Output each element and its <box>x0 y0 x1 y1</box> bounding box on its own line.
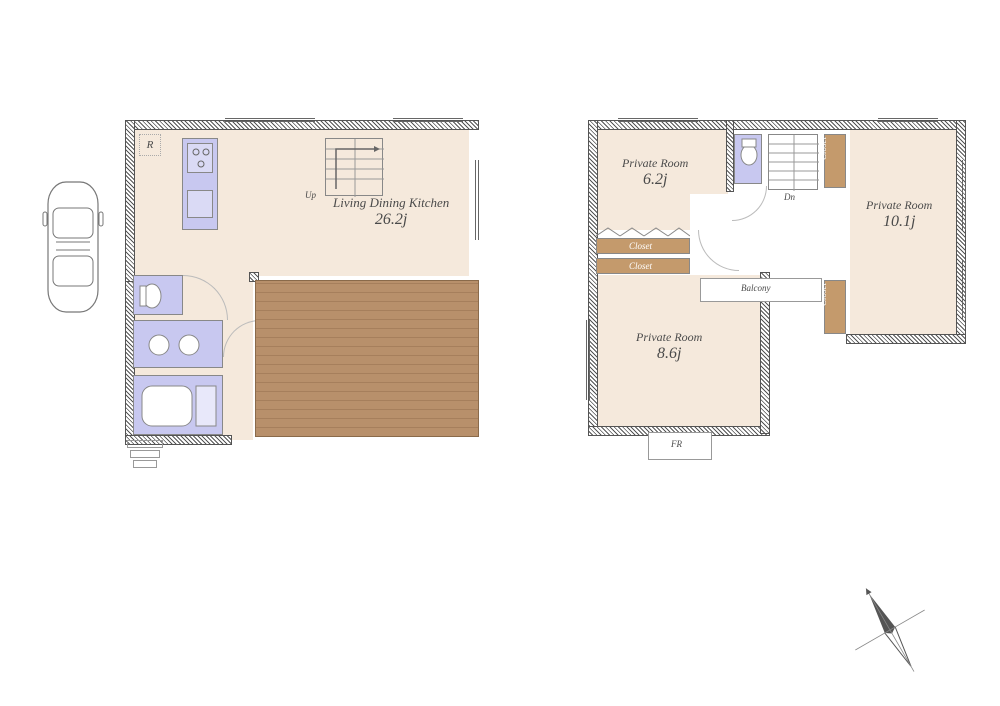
balcony: Balcony <box>700 278 822 302</box>
stairs-up <box>325 138 383 196</box>
ldk-area: 26.2j <box>333 211 449 229</box>
ldk-name: Living Dining Kitchen <box>333 195 449 210</box>
closet-3: Closet <box>824 134 846 188</box>
private-room-3 <box>850 128 958 338</box>
wood-deck <box>255 280 479 437</box>
room3-label: Private Room 10.1j <box>866 198 932 231</box>
ldk-label: Living Dining Kitchen 26.2j <box>333 195 449 229</box>
compass-icon <box>830 570 950 695</box>
closet-2: Closet <box>596 258 690 274</box>
r-badge: R <box>139 134 161 156</box>
stove-icon <box>187 143 213 173</box>
dn-label: Dn <box>784 192 795 202</box>
floor-1: R Up Living Dining Kitchen 26.2j <box>125 120 485 470</box>
up-label: Up <box>305 190 316 200</box>
stairs-down <box>768 134 818 190</box>
floor-2: Closet Closet Closet Closet Dn Private R… <box>588 120 968 460</box>
toilet-2f <box>734 134 762 184</box>
room2-label: Private Room 8.6j <box>636 330 702 363</box>
entry-steps <box>127 440 163 466</box>
sink-icon <box>187 190 213 218</box>
toilet-room <box>133 275 183 315</box>
closet-doors <box>596 226 690 238</box>
bath-room <box>133 375 223 435</box>
closet-1: Closet <box>596 238 690 254</box>
fr-box: FR <box>648 432 712 460</box>
car-icon <box>40 172 106 327</box>
closet-4: Closet <box>824 280 846 334</box>
vanity-room <box>133 320 223 368</box>
room1-label: Private Room 6.2j <box>622 156 688 189</box>
